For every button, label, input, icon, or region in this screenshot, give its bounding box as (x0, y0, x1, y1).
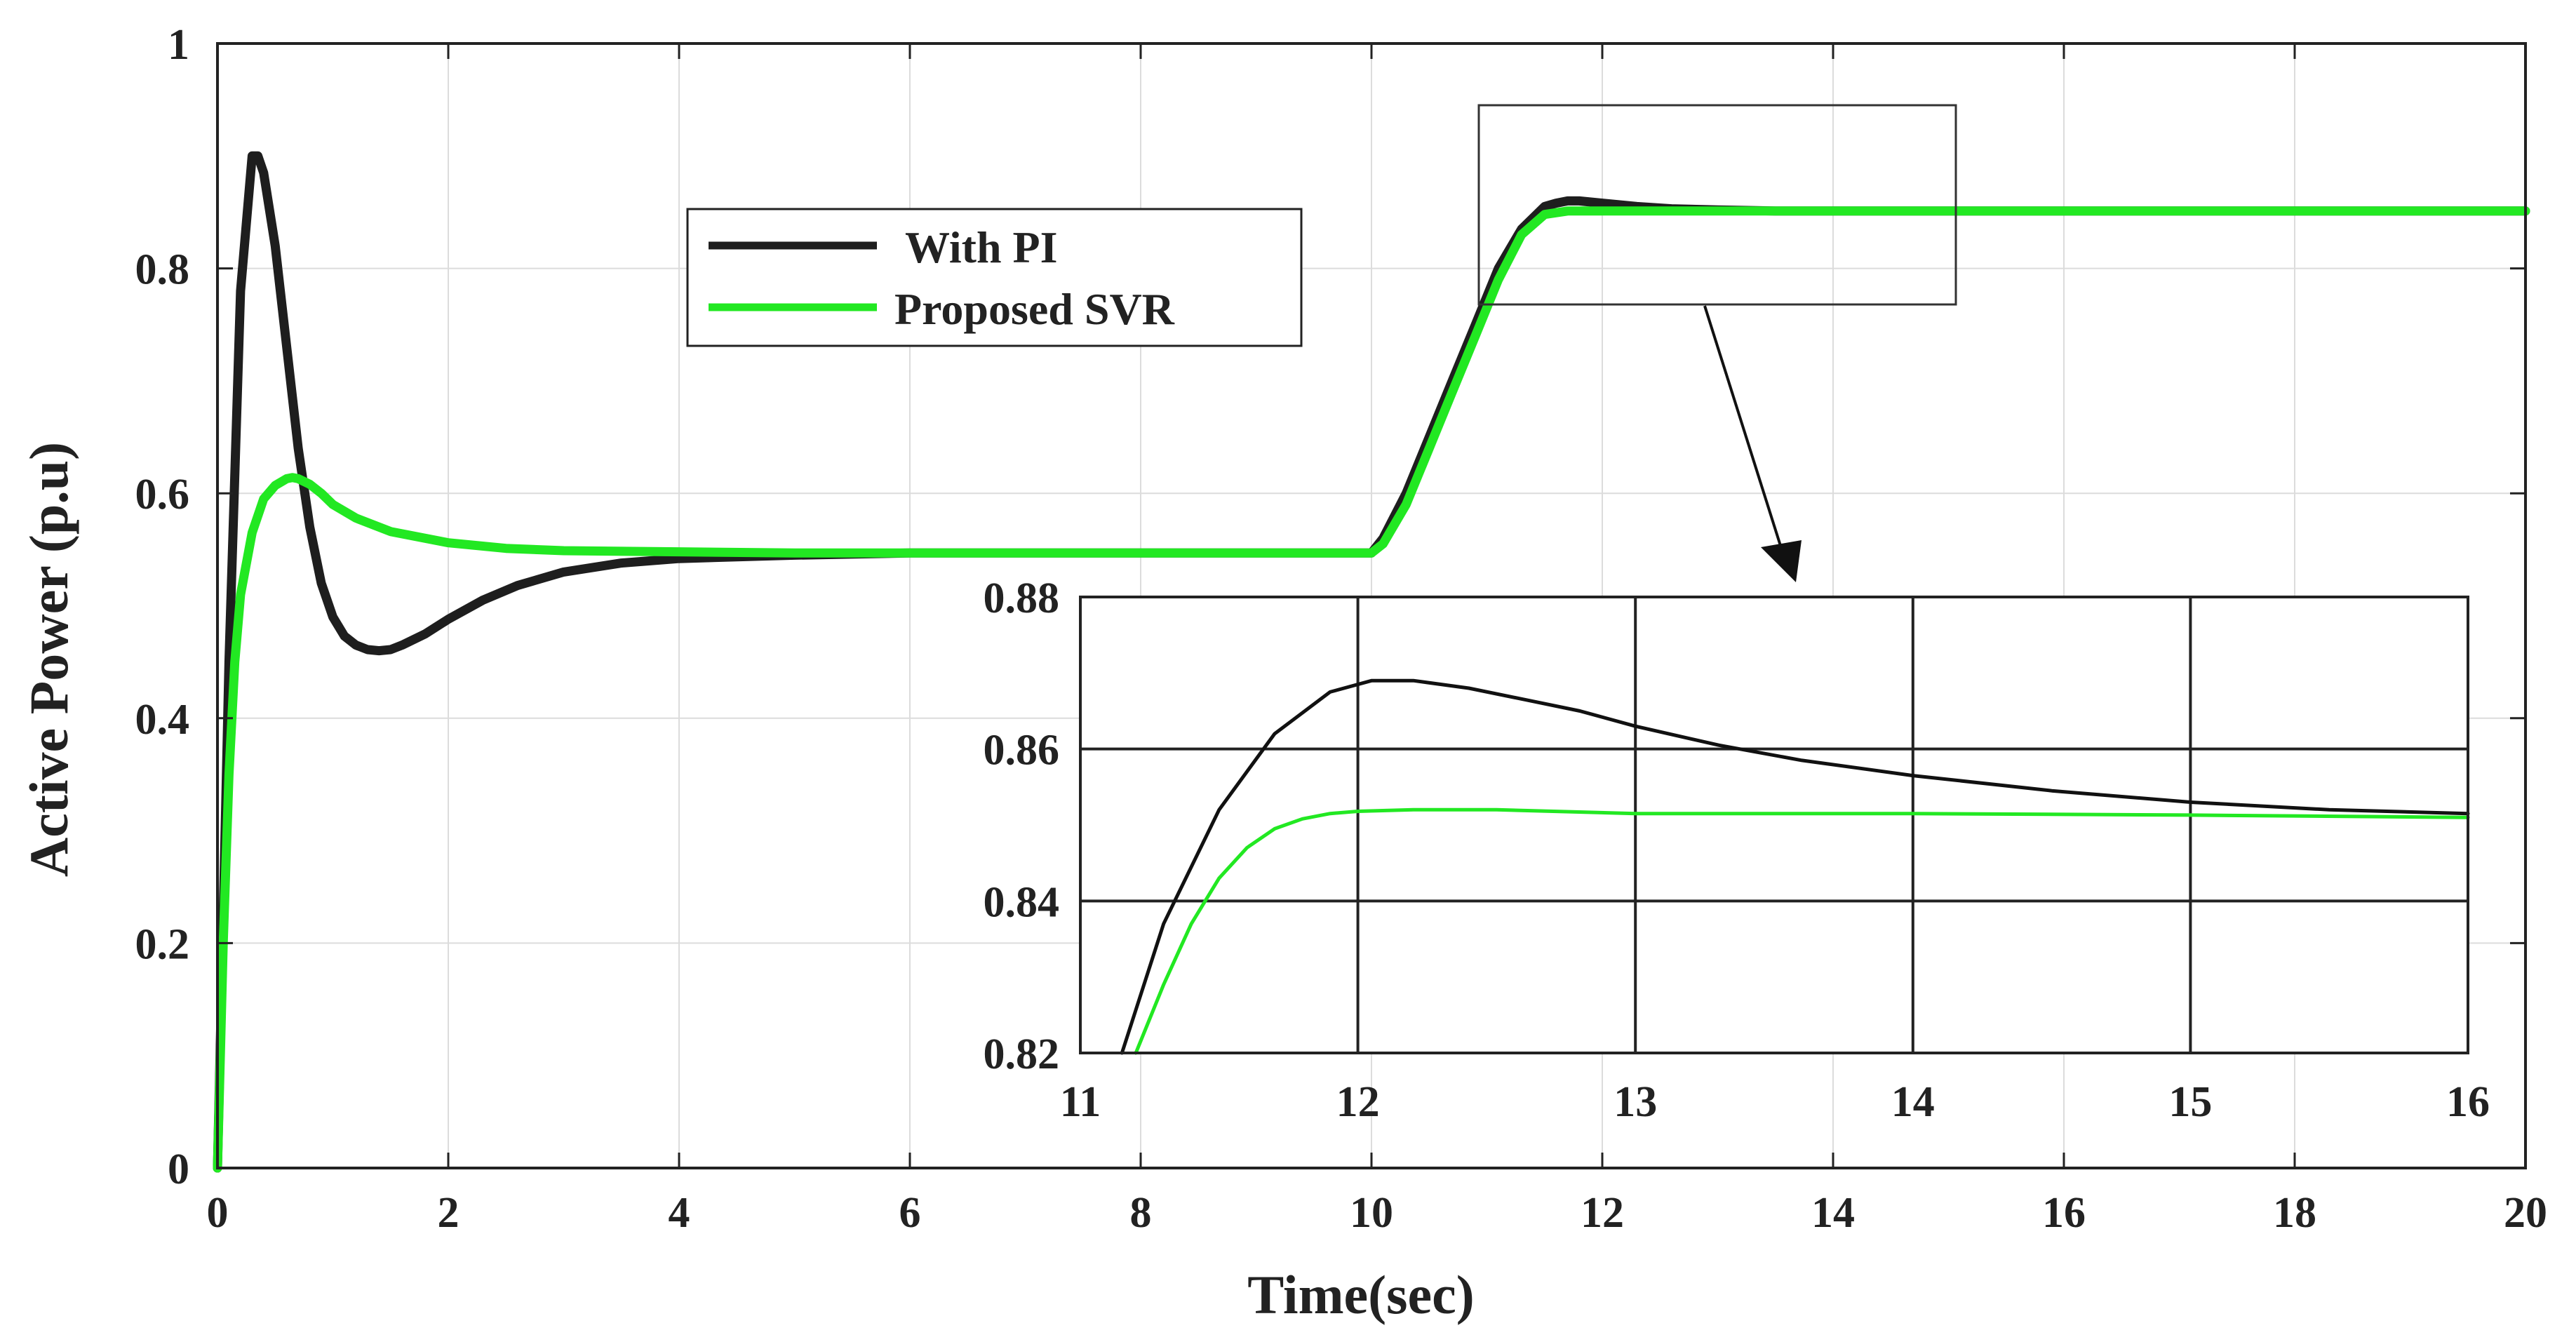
x-tick-label: 0 (207, 1189, 229, 1237)
y-tick-label: 0.4 (135, 696, 190, 744)
x-tick-label: 4 (669, 1189, 690, 1237)
inset-x-tick-label: 12 (1336, 1078, 1380, 1126)
inset-y-tick-label: 0.84 (984, 878, 1060, 926)
series-line-with-pi (213, 151, 2530, 1173)
x-tick-label: 2 (438, 1189, 459, 1237)
inset-y-tick-label: 0.82 (984, 1031, 1060, 1078)
x-tick-label: 14 (1811, 1189, 1855, 1237)
y-tick-label: 0.2 (135, 920, 190, 968)
legend: With PI Proposed SVR (686, 208, 1303, 347)
inset-axes: 11 12 13 14 15 16 0.82 0.84 0.86 0.88 (984, 575, 2490, 1126)
series-line-proposed-svr (213, 206, 2530, 1173)
inset-x-tick-label: 14 (1891, 1078, 1935, 1126)
inset-y-tick-label: 0.88 (984, 575, 1060, 622)
inset-series-line-proposed-svr (1134, 807, 2470, 1055)
main-plot-area (213, 151, 2530, 1173)
inset-frame (1079, 596, 2469, 1054)
inset-x-tick-label: 16 (2446, 1078, 2490, 1126)
main-plot-frame (216, 42, 2527, 1169)
x-tick-label: 16 (2042, 1189, 2086, 1237)
inset-series-line-with-pi (1120, 678, 2470, 1055)
inset-x-tick-label: 15 (2168, 1078, 2212, 1126)
x-tick-label: 20 (2504, 1189, 2547, 1237)
x-tick-label: 6 (899, 1189, 921, 1237)
zoom-arrow-line (1703, 305, 1787, 562)
zoom-region-box (1477, 104, 1957, 306)
zoom-arrow-head (1761, 540, 1802, 582)
inset-background (1080, 597, 2468, 1053)
y-axis-label: Active Power (p.u) (18, 442, 79, 877)
legend-label-proposed-svr: Proposed SVR (894, 284, 1175, 334)
x-tick-label: 12 (1581, 1189, 1624, 1237)
legend-label-with-pi: With PI (905, 222, 1058, 272)
y-tick-label: 1 (168, 21, 189, 69)
main-axes: 0 2 4 6 8 10 12 14 16 18 20 0 0.2 0.4 0.6 0.8 1 (135, 21, 2548, 1237)
x-tick-label: 8 (1130, 1189, 1152, 1237)
inset-x-tick-label: 13 (1614, 1078, 1657, 1126)
x-axis-label: Time(sec) (1247, 1264, 1474, 1325)
inset-y-tick-label: 0.86 (984, 727, 1060, 774)
legend-box (686, 208, 1303, 347)
y-tick-label: 0.8 (135, 246, 190, 294)
y-tick-label: 0.6 (135, 471, 190, 518)
inset-plot-area (1120, 678, 2470, 1055)
inset-grid (1080, 597, 2468, 1053)
inset-chart: 11 12 13 14 15 16 0.82 0.84 0.86 0.88 (984, 575, 2490, 1126)
inset-x-tick-label: 11 (1060, 1078, 1101, 1126)
x-tick-label: 10 (1350, 1189, 1393, 1237)
x-tick-label: 18 (2273, 1189, 2316, 1237)
y-tick-label: 0 (168, 1146, 189, 1193)
